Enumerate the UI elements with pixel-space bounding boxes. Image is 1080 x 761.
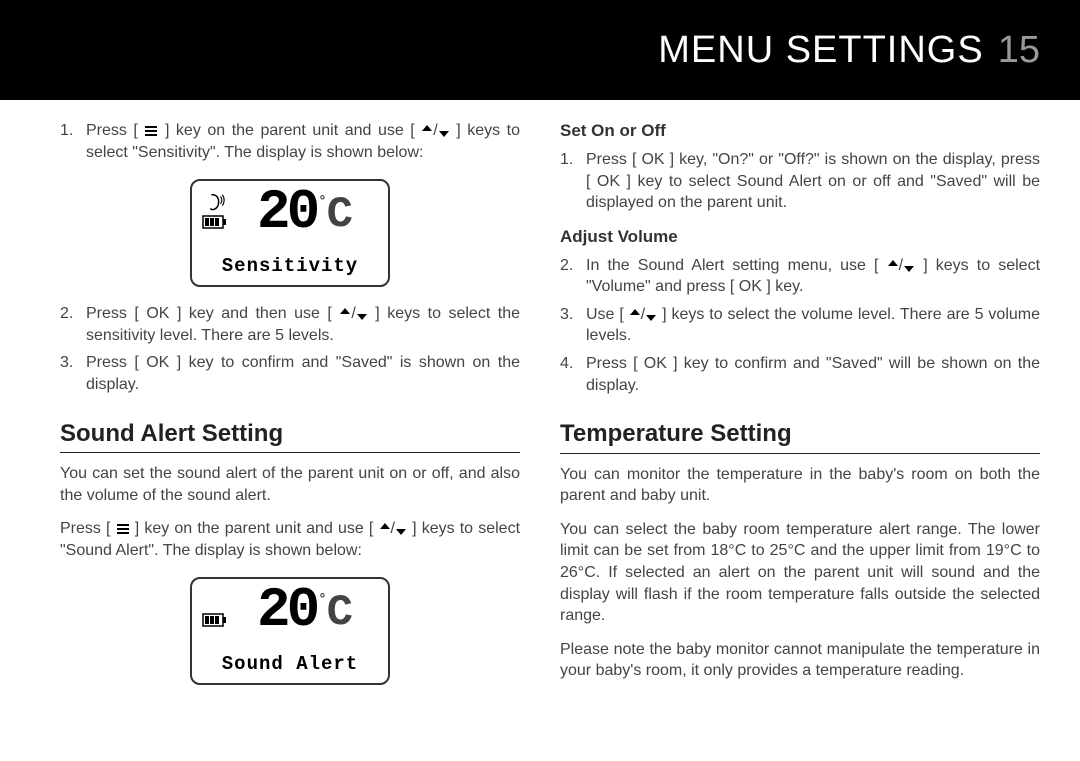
list-item: Press [ ] key on the parent unit and use… [60, 120, 520, 163]
list-item: Press [ OK ] key, "On?" or "Off?" is sho… [560, 149, 1040, 214]
subsection-set-on-off: Set On or Off [560, 120, 1040, 143]
subsection-adjust-volume: Adjust Volume [560, 226, 1040, 249]
page-number: 15 [998, 29, 1040, 72]
paragraph: You can set the sound alert of the paren… [60, 463, 520, 506]
ear-icon [204, 191, 226, 213]
battery-icon [202, 215, 228, 229]
sensitivity-steps: Press [ ] key on the parent unit and use… [60, 120, 520, 163]
lcd-display-sensitivity: 20 °C Sensitivity [60, 179, 520, 287]
section-sound-alert: Sound Alert Setting [60, 418, 520, 453]
lcd-temp-value: 20 [257, 187, 316, 237]
menu-key-icon [116, 520, 130, 537]
sensitivity-steps-cont: Press [ OK ] key and then use [ / ] keys… [60, 303, 520, 395]
paragraph: Press [ ] key on the parent unit and use… [60, 518, 520, 561]
lcd-temp-value: 20 [257, 585, 316, 635]
list-item: Press [ OK ] key to confirm and "Saved" … [560, 353, 1040, 396]
header-bar: MENU SETTINGS 15 [0, 0, 1080, 100]
list-item: Press [ OK ] key and then use [ / ] keys… [60, 303, 520, 346]
list-item: In the Sound Alert setting menu, use [ /… [560, 255, 1040, 298]
up-down-icon: / [629, 306, 657, 323]
menu-key-icon [144, 122, 158, 139]
left-column: Press [ ] key on the parent unit and use… [60, 120, 520, 701]
battery-icon [202, 613, 228, 627]
paragraph: You can monitor the temperature in the b… [560, 464, 1040, 507]
lcd-menu-label: Sensitivity [202, 254, 378, 280]
section-temperature: Temperature Setting [560, 418, 1040, 453]
page-title: MENU SETTINGS [658, 29, 983, 72]
right-column: Set On or Off Press [ OK ] key, "On?" or… [560, 120, 1040, 701]
paragraph: Please note the baby monitor cannot mani… [560, 639, 1040, 682]
lcd-display-sound-alert: 20 °C Sound Alert [60, 577, 520, 685]
set-on-off-steps: Press [ OK ] key, "On?" or "Off?" is sho… [560, 149, 1040, 214]
lcd-temp-unit: C [327, 193, 353, 237]
up-down-icon: / [887, 257, 915, 274]
list-item: Use [ / ] keys to select the volume leve… [560, 304, 1040, 347]
up-down-icon: / [379, 520, 407, 537]
content-columns: Press [ ] key on the parent unit and use… [0, 100, 1080, 701]
paragraph: You can select the baby room temperature… [560, 519, 1040, 627]
up-down-icon: / [339, 305, 367, 322]
lcd-menu-label: Sound Alert [202, 652, 378, 678]
manual-page: MENU SETTINGS 15 Press [ ] key on the pa… [0, 0, 1080, 761]
adjust-volume-steps: In the Sound Alert setting menu, use [ /… [560, 255, 1040, 397]
list-item: Press [ OK ] key to confirm and "Saved" … [60, 352, 520, 395]
lcd-temp-unit: C [327, 591, 353, 635]
up-down-icon: / [421, 122, 449, 139]
